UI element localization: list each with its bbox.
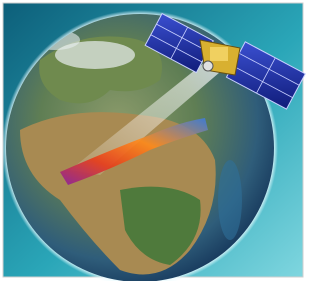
antenna (203, 61, 213, 71)
satellite-image (0, 0, 306, 281)
page (0, 0, 306, 281)
ocean (218, 160, 242, 240)
satellite-module (210, 47, 228, 61)
